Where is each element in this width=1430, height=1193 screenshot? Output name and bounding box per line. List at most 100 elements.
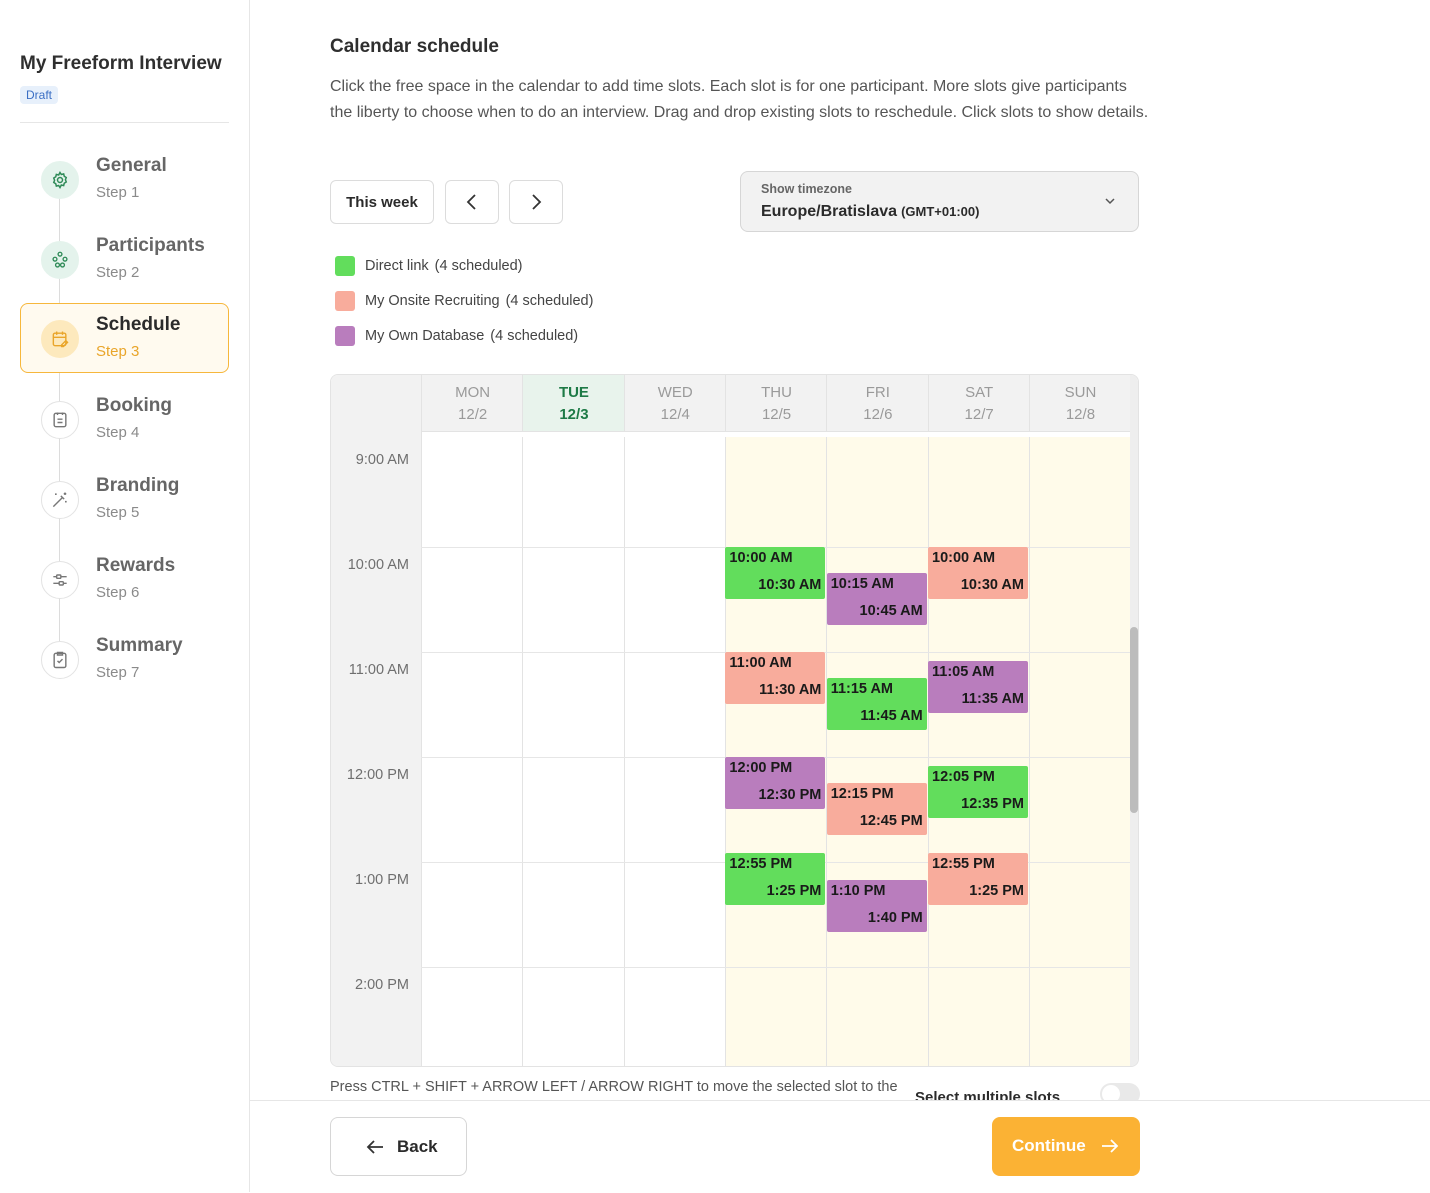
day-header-sun: SUN 12/8	[1028, 375, 1131, 431]
slot-end-time: 10:30 AM	[960, 577, 1024, 593]
booking-icon	[41, 401, 79, 439]
time-slot[interactable]: 10:00 AM 10:30 AM	[928, 547, 1028, 599]
slot-start-time: 11:05 AM	[932, 663, 995, 680]
gear-icon	[41, 161, 79, 199]
step-number: Step 6	[96, 584, 140, 601]
step-label: Branding	[96, 475, 180, 496]
time-label: 11:00 AM	[348, 662, 409, 678]
sidebar-divider	[20, 122, 229, 123]
slot-start-time: 12:15 PM	[830, 786, 894, 803]
timezone-label: Show timezone	[761, 182, 852, 196]
day-date: 12/6	[863, 406, 893, 423]
time-slot[interactable]: 10:00 AM 10:30 AM	[725, 547, 826, 599]
day-name: TUE	[558, 384, 589, 401]
legend-name: My Onsite Recruiting	[365, 293, 500, 309]
slot-end-time: 1:25 PM	[766, 883, 822, 900]
day-column-sat[interactable]	[927, 437, 1030, 1066]
legend-name: Direct link	[365, 258, 429, 274]
day-column-mon[interactable]	[421, 437, 523, 1066]
previous-week-button[interactable]	[445, 180, 499, 224]
step-number: Step 7	[96, 664, 140, 681]
day-name: MON	[455, 384, 491, 401]
sidebar-step-rewards[interactable]: Rewards Step 6	[20, 544, 229, 614]
day-date: 12/2	[458, 406, 488, 423]
this-week-button[interactable]: This week	[330, 180, 434, 224]
week-calendar[interactable]: MON 12/2 TUE 12/3 WED 12/4 THU 12/5 FRI 12/6 SAT 12…	[330, 374, 1139, 1067]
clipboard-check-icon	[41, 641, 79, 679]
project-title: My Freeform Interview	[20, 53, 222, 74]
day-header-mon: MON 12/2	[421, 375, 523, 431]
day-column-thu[interactable]	[724, 437, 828, 1066]
slot-end-time: 11:30 AM	[759, 682, 822, 698]
time-slot[interactable]: 1:10 PM 1:40 PM	[826, 879, 927, 932]
keyboard-hint: Press CTRL + SHIFT + ARROW LEFT / ARROW …	[330, 1079, 898, 1095]
day-date: 12/8	[1065, 406, 1096, 423]
toggle-knob	[1102, 1085, 1120, 1103]
day-column-fri[interactable]	[826, 437, 929, 1066]
back-label: Back	[397, 1137, 438, 1156]
next-week-button[interactable]	[509, 180, 563, 224]
time-label: 9:00 AM	[355, 452, 409, 468]
time-slot[interactable]: 12:55 PM 1:25 PM	[725, 853, 826, 906]
time-slot[interactable]: 12:15 PM 12:45 PM	[826, 783, 927, 836]
time-slot[interactable]: 12:05 PM 12:35 PM	[928, 765, 1028, 818]
sidebar-step-participants[interactable]: Participants Step 2	[20, 224, 229, 294]
slot-end-time: 10:30 AM	[758, 577, 822, 593]
slot-start-time: 10:00 AM	[729, 550, 793, 566]
legend-swatch	[335, 291, 355, 311]
slot-start-time: 11:15 AM	[830, 681, 894, 698]
sidebar-step-general[interactable]: General Step 1	[20, 144, 229, 214]
legend-count: (4 scheduled)	[490, 328, 579, 344]
status-badge: Draft	[20, 86, 59, 104]
step-number: Step 2	[96, 264, 140, 281]
day-name: SAT	[965, 384, 994, 401]
day-column-sun[interactable]	[1028, 437, 1132, 1066]
legend-swatch	[335, 326, 355, 346]
timezone-value: Europe/Bratislava (GMT+01:00)	[761, 203, 979, 221]
time-slot[interactable]: 11:15 AM 11:45 AM	[826, 678, 927, 731]
legend-label: My Onsite Recruiting (4 scheduled)	[365, 293, 593, 309]
time-slot[interactable]: 10:15 AM 10:45 AM	[826, 573, 927, 626]
slot-end-time: 11:35 AM	[961, 690, 1024, 707]
slot-end-time: 1:25 PM	[969, 883, 1024, 900]
time-slot[interactable]: 12:00 PM 12:30 PM	[725, 757, 826, 809]
slot-end-time: 12:35 PM	[961, 795, 1024, 812]
scrollbar-thumb[interactable]	[1130, 627, 1138, 813]
day-header-sat: SAT 12/7	[927, 375, 1030, 431]
slot-start-time: 10:00 AM	[932, 550, 996, 566]
step-label: Participants	[96, 235, 205, 256]
hour-gridline	[421, 967, 1130, 968]
sidebar-step-summary[interactable]: Summary Step 7	[20, 624, 229, 694]
legend-label: Direct link (4 scheduled)	[365, 258, 523, 274]
chevron-left-icon	[466, 194, 476, 210]
timezone-select[interactable]: Show timezone Europe/Bratislava (GMT+01:0…	[740, 171, 1139, 232]
sidebar-step-branding[interactable]: Branding Step 5	[20, 464, 229, 534]
day-header-tue: TUE 12/3	[522, 375, 625, 431]
day-name: FRI	[865, 384, 890, 401]
continue-button[interactable]: Continue	[992, 1117, 1140, 1176]
time-slot[interactable]: 11:05 AM 11:35 AM	[928, 660, 1028, 713]
slot-end-time: 12:30 PM	[758, 787, 822, 803]
legend-count: (4 scheduled)	[434, 258, 523, 274]
time-label: 10:00 AM	[347, 557, 409, 573]
step-label: Booking	[96, 395, 172, 416]
select-multiple-toggle[interactable]	[1100, 1083, 1140, 1105]
page-title: Calendar schedule	[330, 36, 499, 57]
continue-label: Continue	[1012, 1136, 1086, 1155]
day-column-tue[interactable]	[522, 437, 624, 1066]
time-slot[interactable]: 12:55 PM 1:25 PM	[928, 853, 1028, 906]
day-column-wed[interactable]	[623, 437, 726, 1066]
time-slot[interactable]: 11:00 AM 11:30 AM	[725, 652, 826, 704]
sidebar-step-booking[interactable]: Booking Step 4	[20, 384, 229, 454]
sidebar: My Freeform Interview Draft General Step…	[0, 0, 250, 1192]
sidebar-step-schedule[interactable]: Schedule Step 3	[20, 303, 229, 373]
day-date: 12/3	[559, 406, 589, 423]
timezone-name: Europe/Bratislava	[761, 203, 898, 220]
legend-name: My Own Database	[365, 328, 485, 344]
back-button[interactable]: Back	[330, 1117, 467, 1176]
slot-end-time: 1:40 PM	[867, 909, 923, 926]
step-number: Step 4	[96, 424, 140, 441]
chevron-right-icon	[532, 194, 542, 210]
day-header-wed: WED 12/4	[623, 375, 726, 431]
step-number: Step 3	[96, 343, 140, 360]
